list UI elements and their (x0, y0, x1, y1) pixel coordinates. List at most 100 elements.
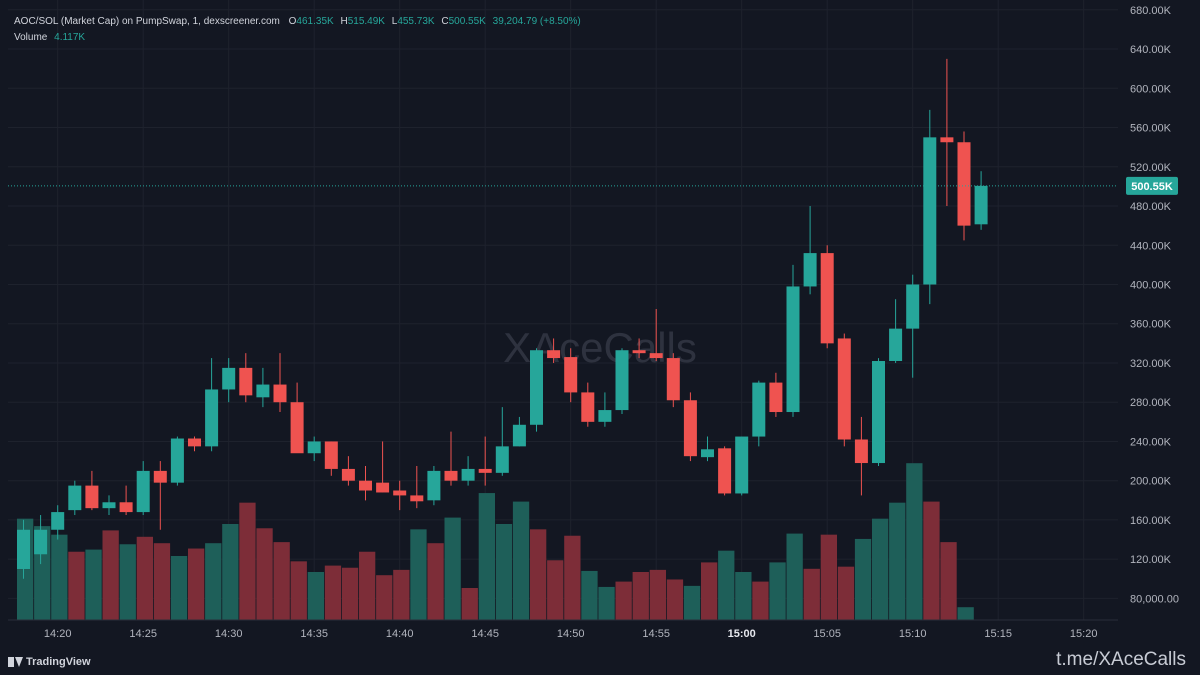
y-tick-label: 160.00K (1130, 515, 1172, 527)
candle-body (102, 502, 116, 509)
candle (923, 109, 937, 305)
volume-bar (324, 565, 342, 620)
candle (598, 392, 612, 427)
candle (906, 274, 920, 378)
x-tick-label: 15:10 (899, 628, 927, 640)
volume-bar (68, 551, 85, 620)
close-label: C (441, 16, 449, 27)
low-value: 455.73K (397, 16, 435, 27)
volume-bar (188, 548, 205, 620)
candle-body (803, 253, 817, 287)
x-axis[interactable]: 14:20 14:25 14:30 14:35 14:40 14:45 14:50 14:55… (8, 619, 1118, 640)
volume-bar (410, 529, 427, 620)
tradingview-brand[interactable]: TradingView (8, 656, 91, 668)
candle-body (495, 446, 509, 473)
candle-body (547, 350, 561, 359)
candle-body (718, 448, 732, 494)
candle-body (957, 142, 971, 226)
candle-body (17, 529, 30, 569)
volume-bar (872, 518, 889, 620)
candle-body (239, 367, 253, 396)
tradingview-logo-icon (8, 657, 23, 667)
candlestick-chart[interactable]: XAceCalls 500.55K 80,000.00120.00K160.00… (0, 0, 1200, 648)
volume-value: 4.117K (54, 32, 86, 43)
x-tick-label: 14:20 (44, 628, 72, 640)
candle (615, 348, 629, 414)
candle (68, 480, 82, 516)
volume-bar (547, 560, 564, 620)
volume-bar (393, 569, 410, 620)
legend: AOC/SOL (Market Cap) on PumpSwap, 1, dex… (14, 14, 585, 46)
candle (290, 382, 304, 454)
candle-body (119, 502, 133, 513)
current-price-line: 500.55K (8, 176, 1178, 195)
candle-body (820, 253, 834, 344)
candle-body (735, 436, 749, 494)
x-tick-label: 14:45 (471, 628, 499, 640)
volume-bar (701, 562, 718, 620)
volume-bar (239, 502, 256, 620)
volume-bar (564, 535, 581, 620)
candle-body (581, 392, 595, 422)
candle (461, 456, 475, 486)
candle (393, 480, 407, 511)
candle (239, 353, 253, 403)
volume-bar (666, 579, 684, 620)
y-axis[interactable]: 80,000.00 120.00K 160.00K 200.00K 240.00K 280… (1130, 5, 1179, 606)
candle-body (632, 350, 646, 354)
candle (564, 348, 578, 403)
y-tick-label: 200.00K (1130, 476, 1172, 488)
volume-bar (273, 542, 290, 620)
candle (478, 436, 492, 486)
y-tick-label: 640.00K (1130, 44, 1172, 56)
candle (512, 416, 526, 447)
candle-body (530, 350, 543, 425)
volume-label: Volume (14, 32, 48, 43)
volume-bar (581, 570, 598, 620)
candle (649, 309, 663, 362)
candle-body (205, 389, 219, 447)
volume-bar (632, 572, 649, 620)
candle-body (786, 286, 800, 413)
candle-body (683, 400, 697, 457)
candle (205, 358, 219, 452)
volume-bar (889, 502, 906, 620)
candle-body (427, 470, 441, 501)
volume-bar (51, 534, 68, 620)
candle (359, 465, 372, 501)
candle (718, 446, 732, 496)
candle (735, 436, 749, 496)
candle-body (376, 482, 390, 493)
candle (701, 436, 714, 462)
volume-bar (803, 568, 820, 620)
volume-bar (307, 572, 324, 620)
candle (632, 338, 646, 359)
volume-bar (153, 543, 171, 620)
candle-body (889, 328, 903, 362)
volume-bar (683, 585, 701, 620)
volume-bar (786, 533, 803, 620)
volume-bar (718, 550, 735, 620)
volume-bar (512, 501, 530, 620)
volume-bar (376, 575, 393, 620)
candle-body (188, 438, 201, 447)
candle-body (341, 468, 355, 481)
candle-body (222, 367, 236, 390)
candle-body (854, 439, 868, 464)
volume-bar (478, 493, 495, 620)
candle (341, 456, 355, 486)
candle (957, 131, 971, 241)
legend-row-ohlc: AOC/SOL (Market Cap) on PumpSwap, 1, dex… (14, 14, 585, 30)
volume-bar (119, 544, 136, 620)
candle-body (752, 382, 766, 437)
candle (547, 338, 561, 363)
candles (17, 58, 988, 579)
volume-bar (495, 524, 513, 620)
telegram-link[interactable]: t.me/XAceCalls (1056, 649, 1186, 670)
volume-bar (957, 607, 974, 620)
candle-body (701, 449, 714, 458)
candle-body (666, 358, 680, 401)
x-tick-label: 14:25 (129, 628, 157, 640)
candle (51, 505, 65, 540)
candle (854, 416, 868, 496)
